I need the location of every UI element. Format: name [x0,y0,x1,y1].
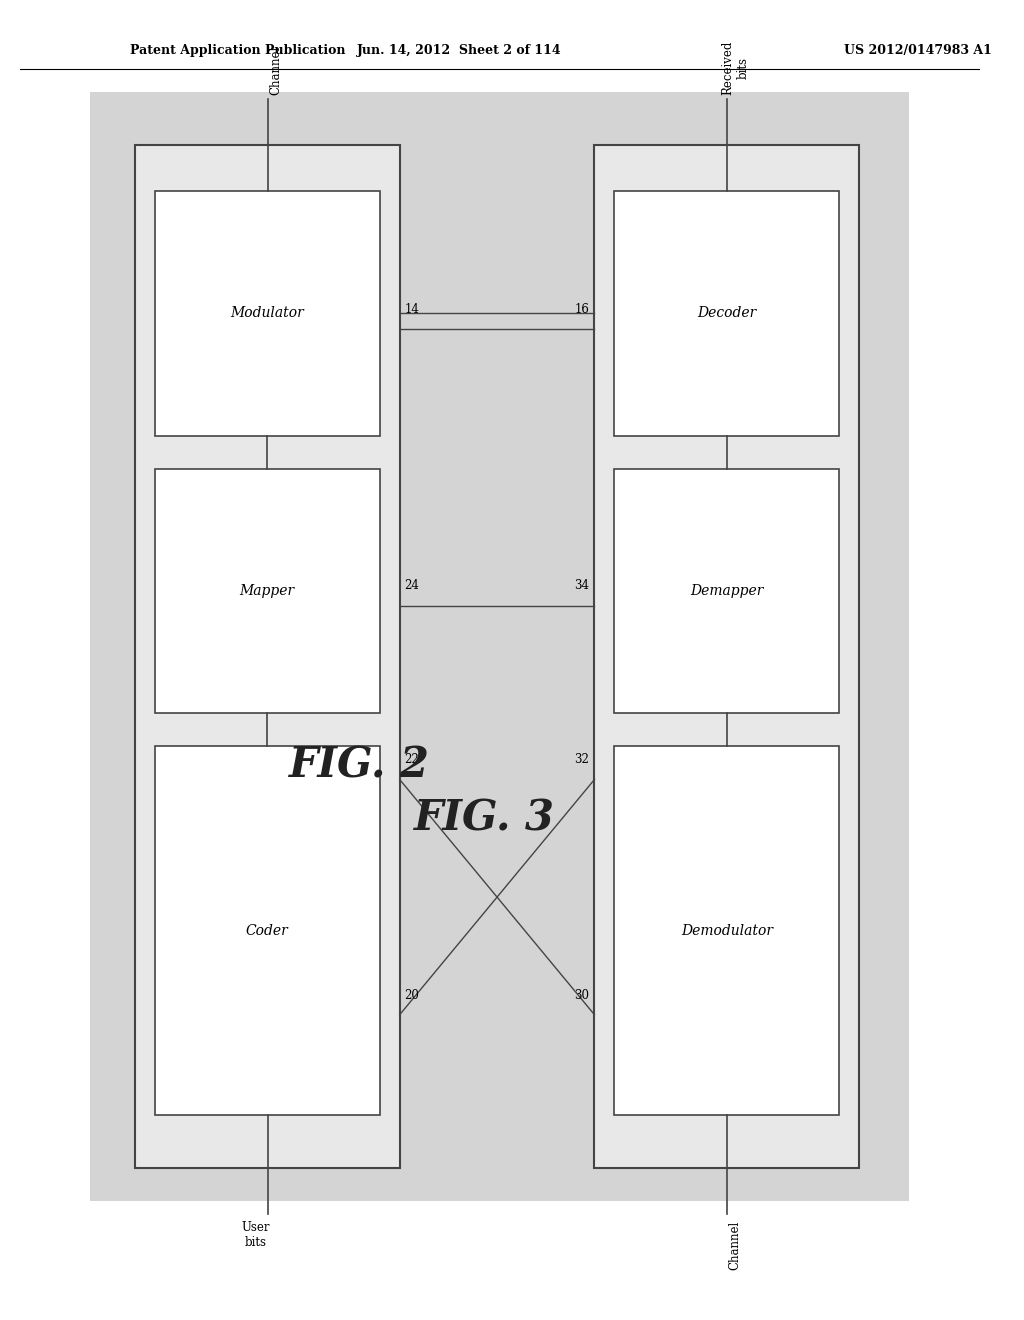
Text: FIG. 2: FIG. 2 [289,744,430,787]
Bar [155,746,380,1115]
Bar [155,191,380,436]
Text: Received
bits: Received bits [721,41,750,95]
Text: Jun. 14, 2012  Sheet 2 of 114: Jun. 14, 2012 Sheet 2 of 114 [357,44,562,57]
Bar [614,469,840,713]
Text: User
bits: User bits [242,1221,270,1249]
Text: 20: 20 [404,989,420,1002]
Text: Channel: Channel [269,46,283,95]
Bar [614,191,840,436]
Text: 32: 32 [574,754,590,766]
Bar [595,145,859,1168]
Text: Coder: Coder [246,924,289,937]
Text: FIG. 3: FIG. 3 [414,797,555,840]
Text: 30: 30 [574,989,590,1002]
Text: 22: 22 [404,754,420,766]
Bar [90,92,909,1201]
Text: Modulator: Modulator [230,306,304,321]
Text: Decoder: Decoder [697,306,757,321]
Text: Channel: Channel [729,1221,741,1270]
Text: US 2012/0147983 A1: US 2012/0147983 A1 [844,44,992,57]
Bar [614,746,840,1115]
Text: 14: 14 [404,304,420,317]
Text: Demodulator: Demodulator [681,924,773,937]
Text: Patent Application Publication: Patent Application Publication [130,44,345,57]
Text: 34: 34 [574,579,590,593]
Bar [135,145,399,1168]
Text: Demapper: Demapper [690,583,764,598]
Text: 24: 24 [404,579,420,593]
Text: Mapper: Mapper [240,583,295,598]
Text: 16: 16 [574,304,590,317]
Bar [155,469,380,713]
